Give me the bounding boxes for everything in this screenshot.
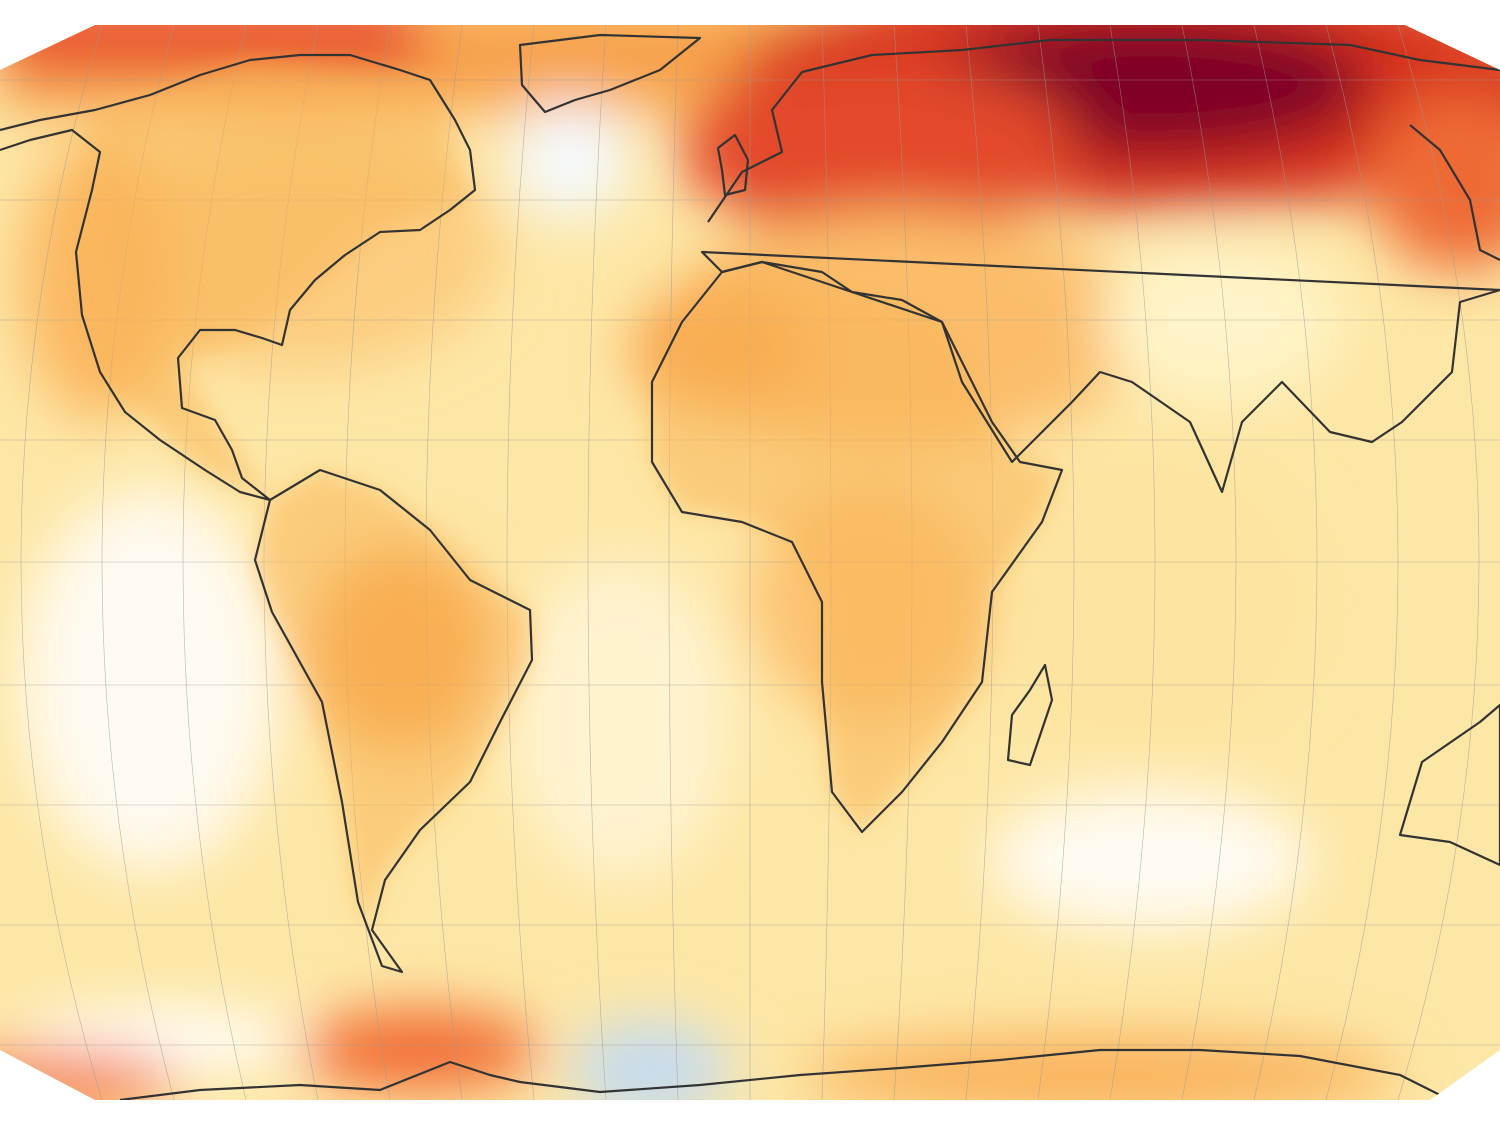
land-tint xyxy=(75,60,1060,930)
britain xyxy=(716,133,750,197)
australia xyxy=(1398,703,1500,867)
north-america xyxy=(0,53,477,502)
south-america xyxy=(253,468,534,974)
greenland xyxy=(518,33,702,114)
coastlines xyxy=(0,33,1500,1100)
africa xyxy=(650,260,1064,834)
madagascar xyxy=(1006,663,1054,767)
eurasia xyxy=(700,38,1500,494)
antarctica xyxy=(119,1048,1451,1100)
asia-east xyxy=(1409,124,1500,261)
